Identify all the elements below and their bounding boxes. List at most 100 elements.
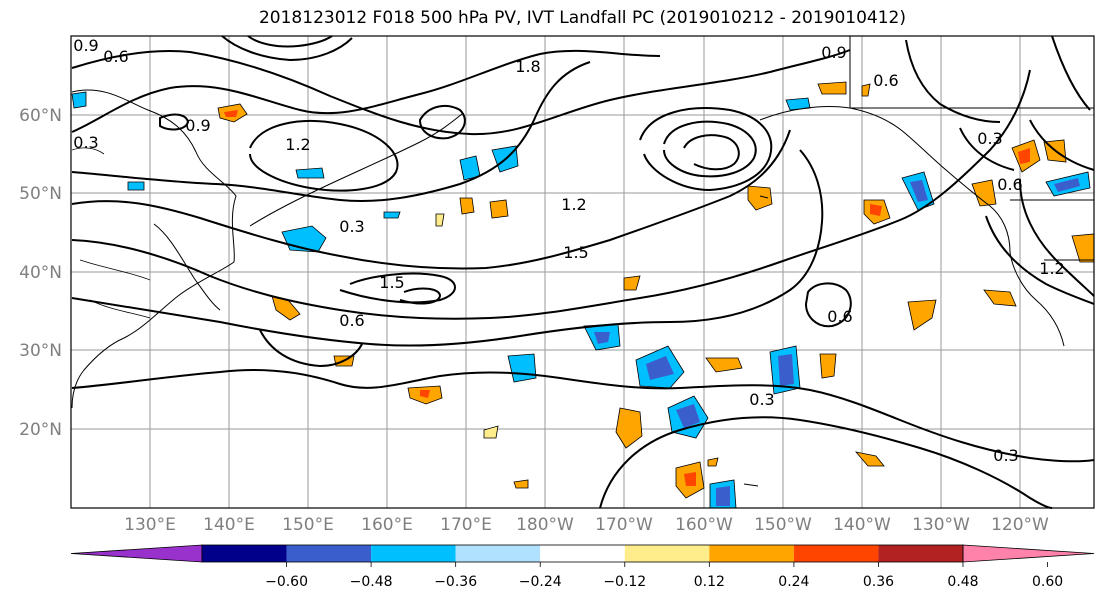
longitude-label: 160°W (675, 515, 733, 535)
positive-anomaly-patch (747, 185, 773, 211)
colorbar-tick-label: 0.48 (947, 574, 978, 590)
colorbar-segment (455, 545, 541, 562)
positive-anomaly-patch (513, 479, 529, 489)
colorbar-tick-labels: −0.60 −0.48 −0.36 −0.24 −0.12 0.12 0.24 0.36 0.4… (265, 562, 1063, 590)
positive-anomaly-patch (817, 81, 847, 95)
contour-label: 0.3 (993, 446, 1018, 465)
contour-label: 0.6 (339, 311, 364, 330)
longitude-label: 180°W (516, 515, 574, 535)
contour-label: 1.2 (561, 195, 586, 214)
colorbar-segment (371, 545, 456, 562)
contour-labels: 0.9 0.6 0.3 1.2 1.5 1.8 0.6 0.3 1.2 1.5 0.9 0.6 0.3 0… (73, 36, 1064, 465)
longitude-label: 150°E (282, 515, 334, 535)
strong-positive-anomaly (684, 472, 696, 486)
contour-label: 1.8 (515, 57, 540, 76)
strong-positive-anomaly (870, 204, 882, 216)
positive-anomaly-patch (971, 179, 997, 207)
positive-anomaly-patch (623, 275, 641, 291)
pv-contours (71, 35, 1095, 509)
colorbar-segment (202, 545, 287, 562)
weak-positive-anomaly (435, 213, 445, 227)
longitude-labels: 130°E 140°E 150°E 160°E 170°E 180°W 170°W 160°W… (124, 515, 1049, 535)
positive-anomaly-patch (907, 299, 937, 331)
map-title: 2018123012 F018 500 hPa PV, IVT Landfall… (258, 8, 906, 28)
strong-negative-anomaly (646, 356, 674, 380)
longitude-label: 170°W (595, 515, 653, 535)
colorbar-segment (624, 545, 710, 562)
positive-anomaly-patch (854, 451, 885, 467)
positive-anomaly-patch (615, 407, 643, 449)
map-frame (70, 35, 1095, 509)
colorbar-segment (878, 545, 963, 562)
latitude-label: 40°N (19, 263, 62, 283)
longitude-label: 160°E (361, 515, 413, 535)
strong-negative-anomaly (716, 486, 730, 506)
weak-positive-anomaly (483, 425, 499, 439)
strong-negative-anomaly (1054, 178, 1080, 192)
contour-label: 0.9 (185, 116, 210, 135)
colorbar-tick-label: −0.48 (350, 574, 393, 590)
colorbar-tick-label: −0.24 (519, 574, 562, 590)
colorbar-segment (540, 545, 625, 562)
colorbar-tick-label: 0.12 (694, 574, 725, 590)
colorbar-extend-high (962, 544, 1095, 563)
contour-label: 1.5 (563, 243, 588, 262)
longitude-label: 130°E (124, 515, 176, 535)
contour-label: 0.6 (827, 307, 852, 326)
longitude-label: 130°W (912, 515, 970, 535)
colorbar-tick-label: −0.36 (434, 574, 477, 590)
contour-label: 0.6 (873, 71, 898, 90)
colorbar-extend-low (70, 544, 203, 563)
colorbar-tick-label: 0.36 (863, 574, 894, 590)
longitude-label: 140°W (833, 515, 891, 535)
coastlines (71, 36, 1094, 487)
contour-label: 0.3 (73, 133, 98, 152)
negative-anomaly-patch (295, 167, 325, 179)
strong-positive-anomaly (224, 110, 238, 117)
contour-label: 0.9 (821, 43, 846, 62)
longitude-label: 120°W (991, 515, 1049, 535)
strong-negative-anomaly (910, 180, 928, 202)
positive-anomaly-patch (861, 83, 871, 97)
latitude-label: 50°N (19, 184, 62, 204)
contour-label: 0.3 (339, 217, 364, 236)
positive-anomaly-patch (819, 353, 837, 379)
longitude-label: 150°W (754, 515, 812, 535)
strong-positive-anomaly (1018, 148, 1030, 164)
colorbar-segment (793, 545, 879, 562)
positive-anomaly-patch (489, 199, 509, 219)
positive-anomaly-patch (705, 357, 743, 373)
negative-anomaly-patch (383, 211, 401, 219)
longitude-label: 140°E (203, 515, 255, 535)
contour-label: 0.6 (997, 175, 1022, 194)
strong-positive-anomaly (420, 390, 430, 398)
thin-contours (71, 147, 151, 319)
graticule (71, 36, 1094, 508)
longitude-label: 170°E (440, 515, 492, 535)
colorbar-tick-label: 0.60 (1032, 574, 1063, 590)
negative-anomaly-patch (71, 91, 87, 109)
latitude-label: 30°N (19, 341, 62, 361)
contour-label: 1.2 (285, 135, 310, 154)
negative-anomaly-patch (127, 181, 145, 191)
colorbar-tick-label: −0.60 (265, 574, 308, 590)
contour-label: 1.2 (1039, 259, 1064, 278)
contour-label: 0.3 (749, 390, 774, 409)
positive-anomaly-patch (707, 457, 719, 467)
latitude-label: 60°N (19, 106, 62, 126)
contour-label: 0.3 (977, 129, 1002, 148)
positive-anomaly-patch (983, 289, 1017, 307)
contour-label: 0.6 (103, 47, 128, 66)
contour-label: 1.5 (379, 273, 404, 292)
colorbar-tick-label: −0.12 (603, 574, 646, 590)
positive-anomaly-patch (459, 197, 475, 215)
colorbar-outline (201, 544, 964, 563)
colorbar-tick-label: 0.24 (778, 574, 809, 590)
latitude-label: 20°N (19, 420, 62, 440)
colorbar-segment (286, 545, 372, 562)
latitude-labels: 60°N 50°N 40°N 30°N 20°N (19, 106, 62, 440)
contour-label: 0.9 (73, 36, 98, 55)
colorbar-segment (709, 545, 794, 562)
strong-negative-anomaly (778, 354, 794, 386)
